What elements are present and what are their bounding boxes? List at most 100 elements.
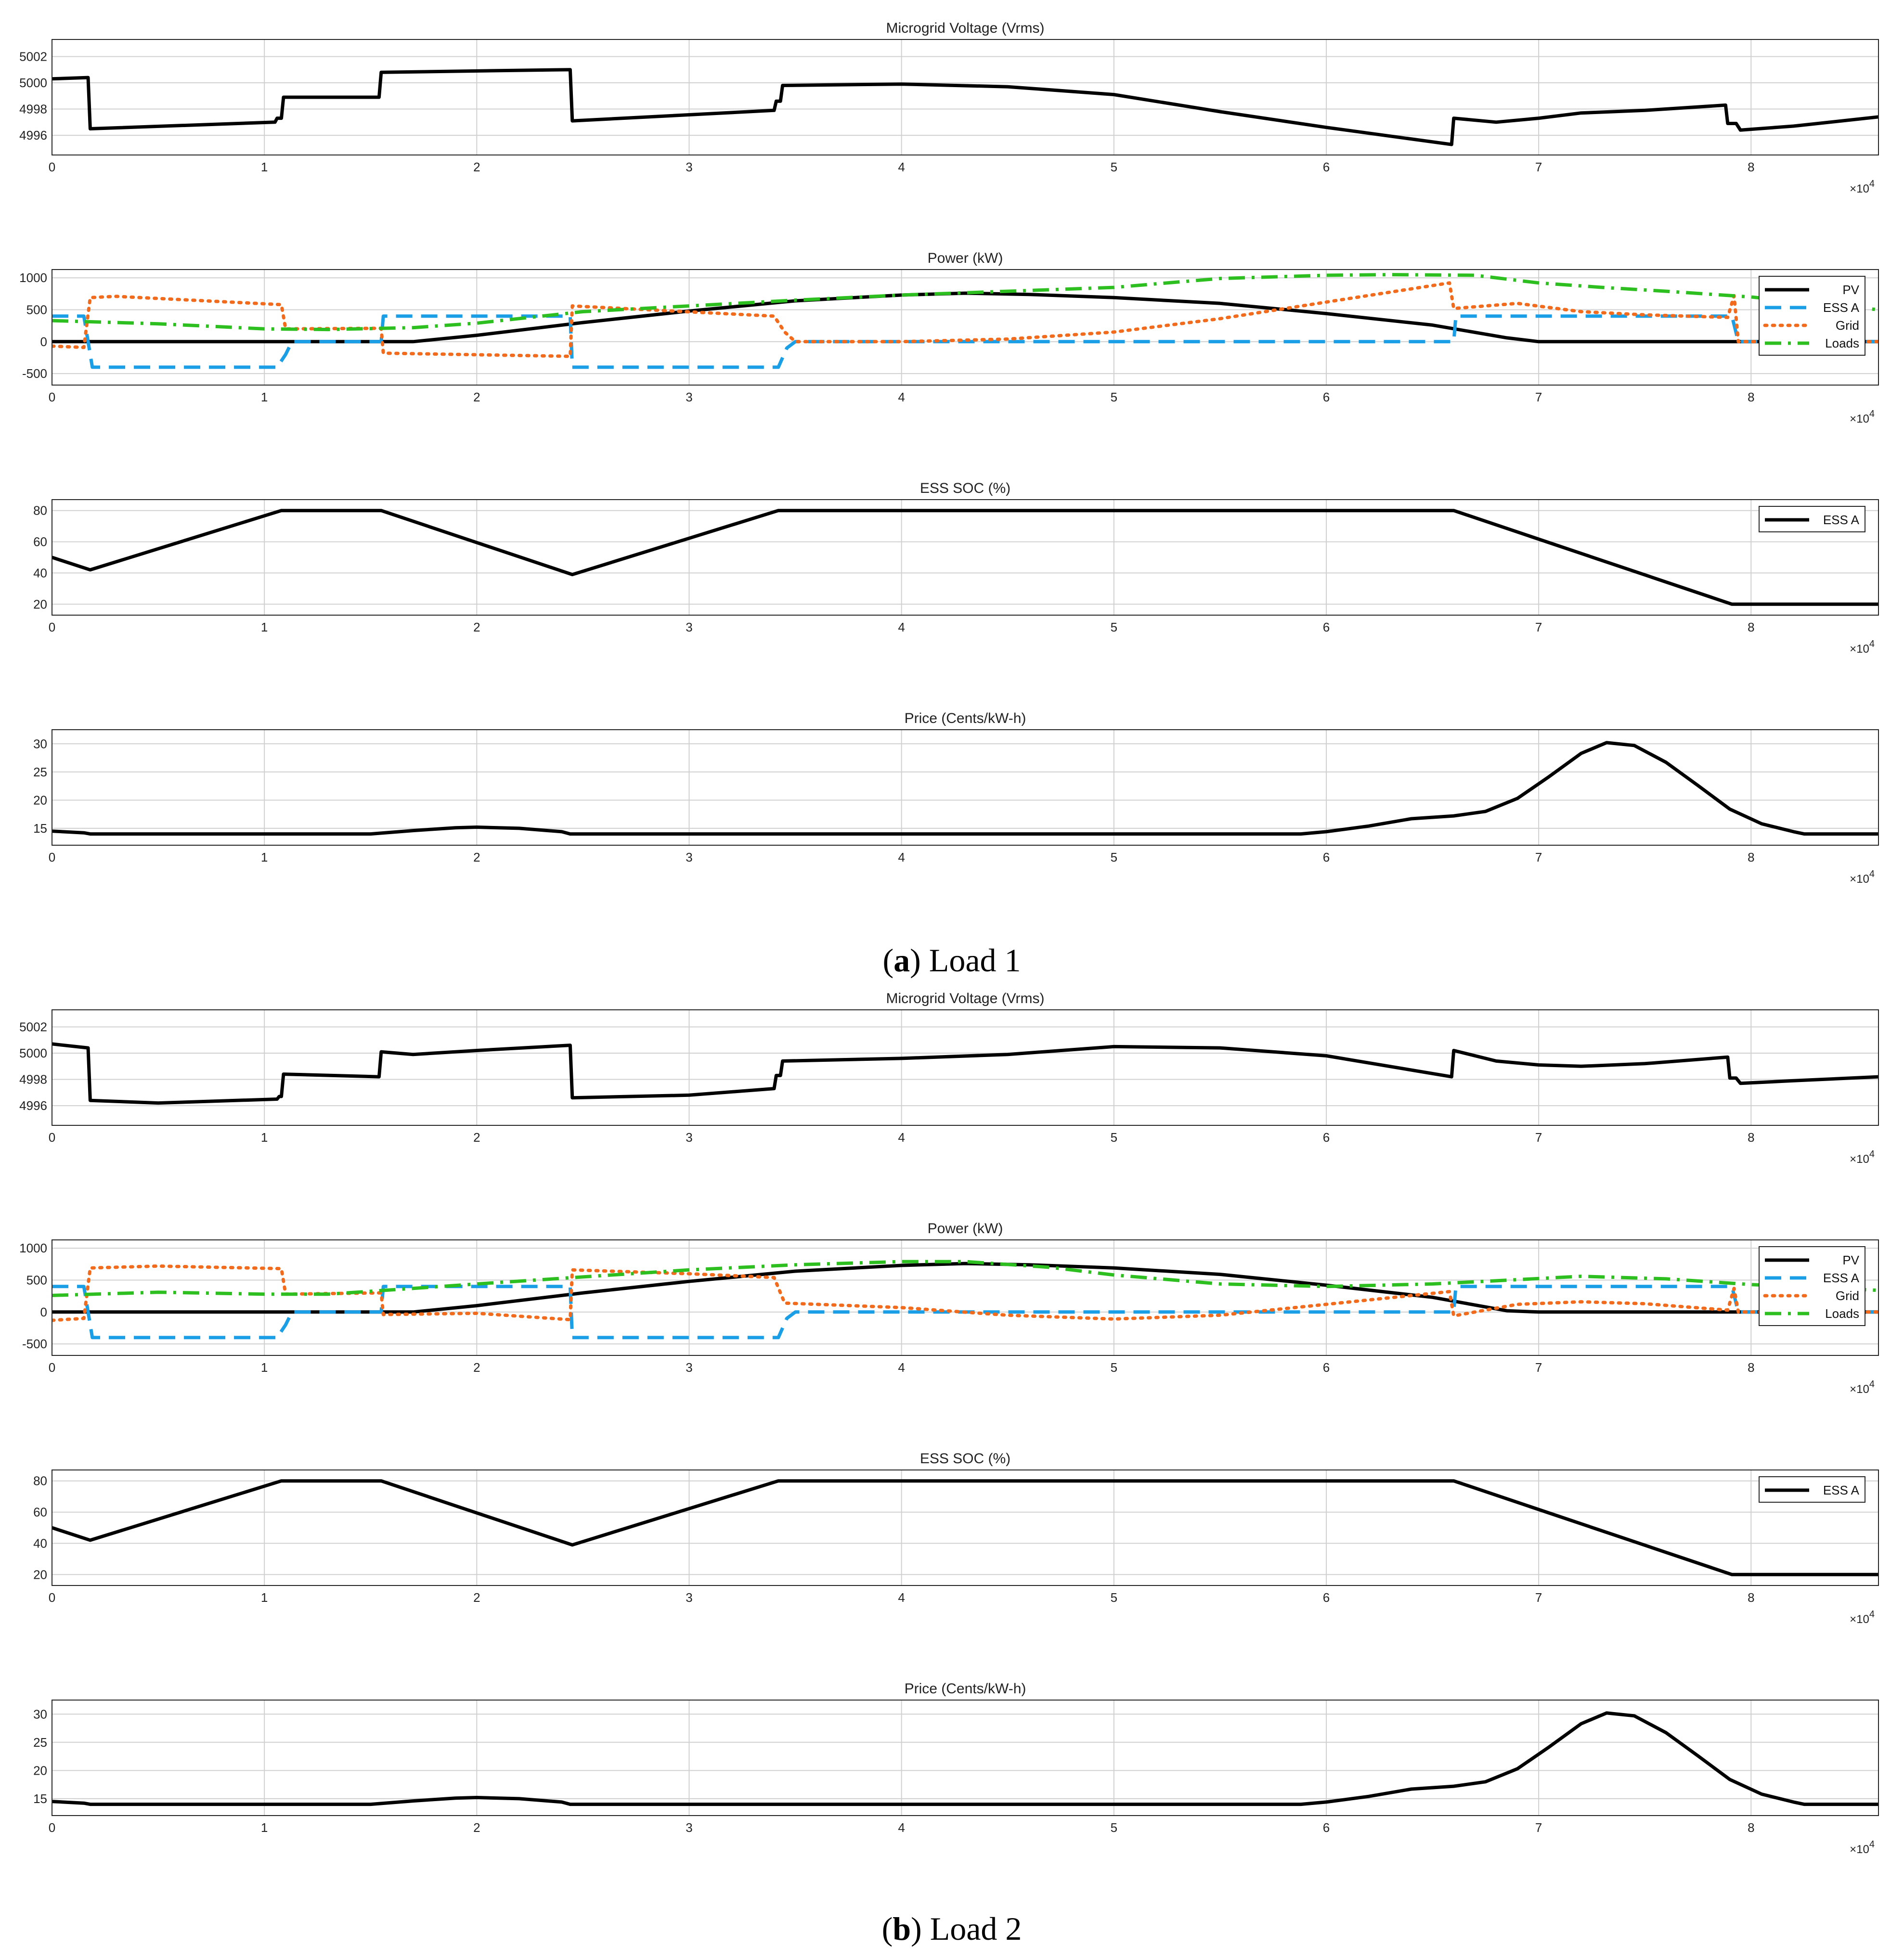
x-tick-label: 7: [1535, 1590, 1542, 1605]
x-tick-label: 8: [1748, 1130, 1754, 1145]
x-tick-label: 4: [898, 850, 905, 864]
legend-label: ESS A: [1823, 300, 1860, 315]
caption-paren-close: ): [910, 942, 929, 979]
panel-a-1: Microgrid Voltage (Vrms)0 1 2 3 4 5 6 7 8×104499…: [19, 20, 1879, 195]
x-exponent-base: ×10: [1850, 873, 1869, 886]
x-tick-label: 3: [686, 1360, 692, 1375]
x-exponent-base: ×10: [1850, 643, 1869, 656]
y-tick-label: 1000: [19, 1241, 47, 1255]
x-exponent-base: ×10: [1850, 1153, 1869, 1166]
x-tick-label: 1: [261, 620, 268, 634]
panel-title: ESS SOC (%): [920, 1451, 1010, 1467]
x-exponent-label: ×104: [1850, 1839, 1875, 1856]
y-tick-label: -500: [22, 1337, 47, 1351]
panel-title: Microgrid Voltage (Vrms): [886, 20, 1045, 36]
plot-area: [52, 1469, 1879, 1586]
y-tick-label: 20: [33, 597, 47, 611]
y-tick-label: 25: [33, 1735, 47, 1750]
x-tick-label: 6: [1323, 850, 1330, 864]
panel-title: Power (kW): [928, 1221, 1003, 1237]
y-tick-label: 5002: [19, 49, 47, 64]
x-tick-label: 0: [49, 1130, 55, 1145]
x-exponent-power: 4: [1869, 1379, 1875, 1390]
x-tick-label: 5: [1111, 390, 1117, 404]
x-exponent-label: ×104: [1850, 1379, 1875, 1396]
plot-frame: [52, 39, 1879, 155]
x-tick-label: 6: [1323, 620, 1330, 634]
series-line-voltage: [52, 68, 1878, 146]
x-tick-label: 6: [1323, 1590, 1330, 1605]
x-tick-label: 1: [261, 1360, 268, 1375]
caption-paren-open: (: [882, 942, 894, 979]
x-tick-label: 5: [1111, 1820, 1117, 1835]
x-tick-label: 8: [1748, 160, 1754, 174]
legend: PV ESS A Grid Loads: [1759, 276, 1865, 356]
x-tick-label: 0: [49, 620, 55, 634]
legend-label: Loads: [1825, 336, 1859, 350]
x-tick-label: 7: [1535, 160, 1542, 174]
series-line-price: [52, 1711, 1878, 1806]
x-tick-label: 3: [686, 1590, 692, 1605]
x-exponent-power: 4: [1869, 1149, 1875, 1160]
x-tick-label: 2: [473, 850, 480, 864]
plot-frame: [52, 1700, 1879, 1816]
y-tick-label: 4996: [19, 1098, 47, 1113]
legend-label: ESS A: [1823, 1271, 1860, 1285]
y-tick-label: 5000: [19, 76, 47, 90]
figure-caption: (b) Load 2: [882, 1910, 1022, 1947]
x-tick-label: 7: [1535, 1820, 1542, 1835]
caption-text: Load 2: [930, 1910, 1022, 1947]
series-line-ess-a: [52, 509, 1878, 606]
series-line-ess-a: [52, 1479, 1878, 1576]
x-tick-label: 8: [1748, 620, 1754, 634]
x-tick-label: 4: [898, 1130, 905, 1145]
y-tick-label: 15: [33, 1791, 47, 1806]
x-tick-label: 3: [686, 160, 692, 174]
x-tick-label: 8: [1748, 1590, 1754, 1605]
x-tick-label: 4: [898, 1820, 905, 1835]
panel-title: Power (kW): [928, 250, 1003, 266]
x-tick-label: 3: [686, 1130, 692, 1145]
x-tick-label: 7: [1535, 1130, 1542, 1145]
x-exponent-base: ×10: [1850, 1613, 1869, 1626]
x-exponent-label: ×104: [1850, 179, 1875, 195]
legend: PV ESS A Grid Loads: [1759, 1246, 1865, 1326]
y-tick-label: 0: [40, 1305, 47, 1319]
series-line-pv: [52, 1262, 1878, 1314]
x-exponent-power: 4: [1869, 869, 1875, 879]
plot-frame: [52, 499, 1879, 616]
y-tick-label: 0: [40, 335, 47, 349]
x-tick-label: 1: [261, 1590, 268, 1605]
x-exponent-base: ×10: [1850, 1843, 1869, 1856]
x-tick-label: 5: [1111, 850, 1117, 864]
panel-a-2: Power (kW)0 1 2 3 4 5 6 7 8×104-50005001000PVESS…: [19, 250, 1879, 425]
figure-caption: (a) Load 1: [882, 942, 1021, 979]
x-tick-label: 6: [1323, 1820, 1330, 1835]
x-tick-label: 2: [473, 1360, 480, 1375]
panel-b-1: Microgrid Voltage (Vrms)0 1 2 3 4 5 6 7 8×104499…: [19, 991, 1879, 1166]
y-tick-label: 30: [33, 736, 47, 751]
y-tick-label: 20: [33, 1567, 47, 1582]
x-tick-label: 1: [261, 160, 268, 174]
x-tick-label: 2: [473, 1130, 480, 1145]
caption-text: Load 1: [929, 942, 1021, 979]
panel-title: Price (Cents/kW-h): [905, 710, 1026, 726]
plot-area: [52, 1700, 1879, 1816]
x-tick-label: 1: [261, 1130, 268, 1145]
y-tick-label: 80: [33, 503, 47, 518]
x-tick-label: 4: [898, 1360, 905, 1375]
plot-area: [52, 499, 1879, 616]
x-exponent-power: 4: [1869, 1609, 1875, 1620]
x-tick-label: 3: [686, 850, 692, 864]
plot-area: [52, 1239, 1879, 1356]
x-tick-label: 7: [1535, 850, 1542, 864]
x-tick-label: 1: [261, 390, 268, 404]
x-exponent-base: ×10: [1850, 1383, 1869, 1396]
x-tick-label: 8: [1748, 850, 1754, 864]
x-tick-label: 0: [49, 850, 55, 864]
x-tick-label: 0: [49, 390, 55, 404]
x-exponent-label: ×104: [1850, 639, 1875, 656]
x-tick-label: 2: [473, 1820, 480, 1835]
caption-letter: a: [894, 942, 910, 979]
x-tick-label: 7: [1535, 620, 1542, 634]
